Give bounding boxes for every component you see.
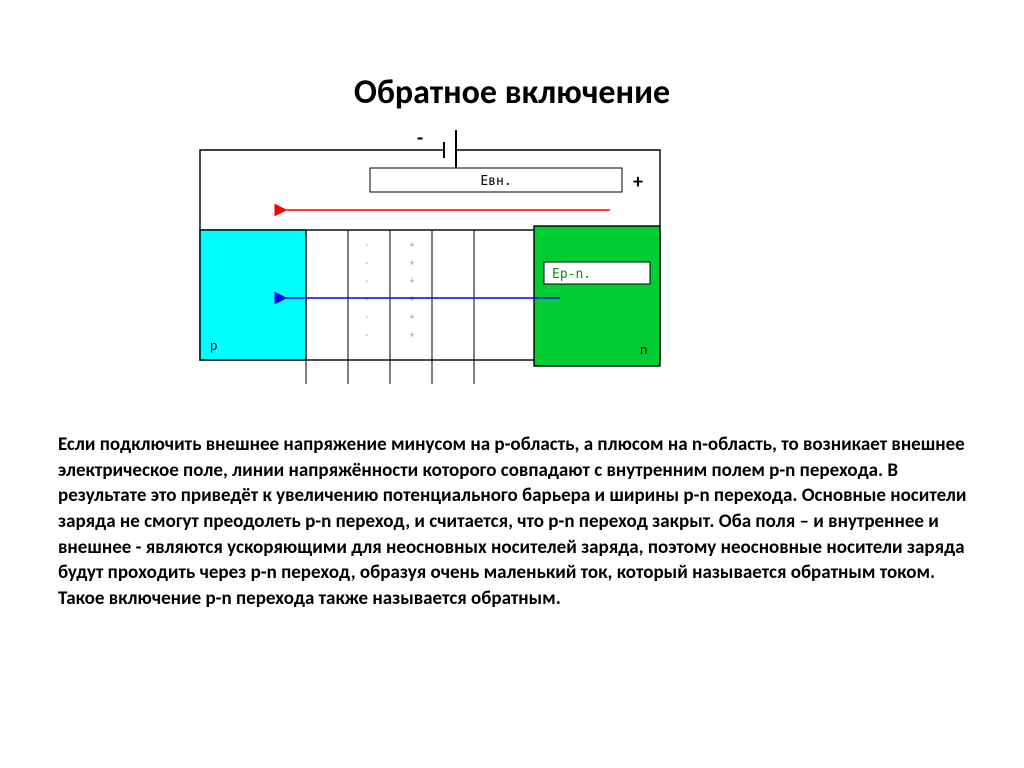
p-label: р	[210, 337, 217, 354]
body-paragraph: Если подключить внешнее напряжение минус…	[58, 432, 970, 611]
charge-plus: +	[410, 256, 415, 269]
charge-minus: -	[365, 256, 368, 269]
charge-minus: -	[365, 274, 368, 287]
e-ext-label: Евн.	[480, 174, 511, 189]
battery-plus: +	[633, 170, 643, 194]
charge-plus: +	[410, 328, 415, 341]
charge-minus: -	[365, 238, 368, 251]
charge-plus: +	[410, 274, 415, 287]
pn-junction-diagram: -+-+-+-+-+-+Еp-n.рn-+Евн.	[180, 130, 690, 410]
n-label: n	[640, 341, 647, 358]
charge-minus: -	[365, 328, 368, 341]
charge-plus: +	[410, 310, 415, 323]
charge-plus: +	[410, 238, 415, 251]
battery-minus: -	[417, 130, 423, 150]
slide-title: Обратное включение	[0, 72, 1024, 113]
epn-label: Еp-n.	[552, 267, 591, 282]
charge-minus: -	[365, 310, 368, 323]
